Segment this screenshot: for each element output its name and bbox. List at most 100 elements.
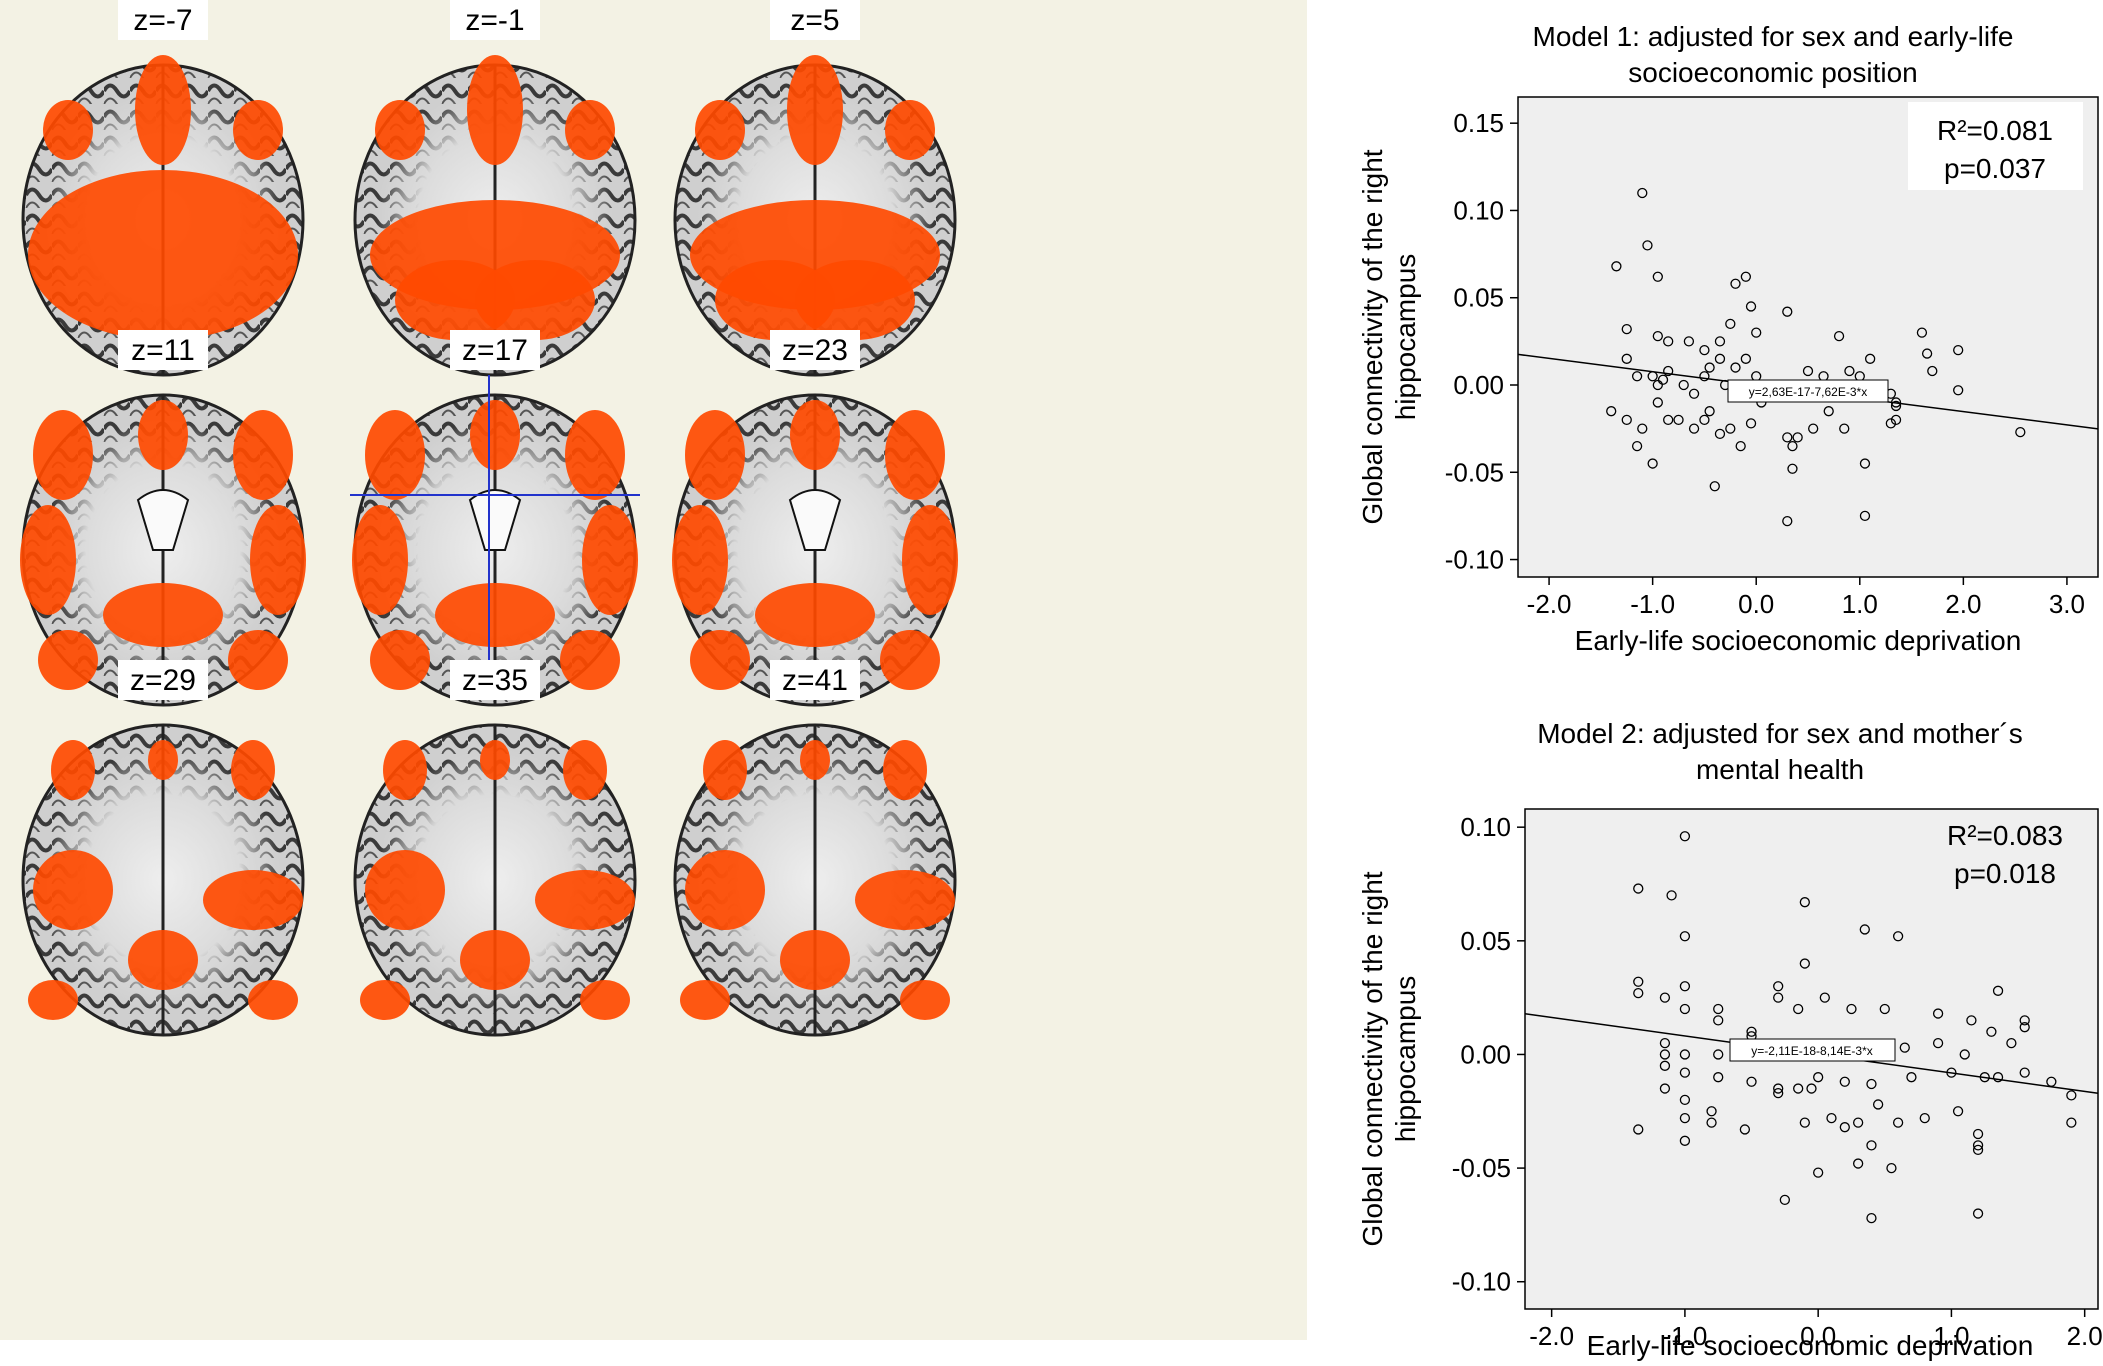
data-point <box>1799 897 1810 908</box>
activation-blob <box>33 410 93 500</box>
slice-label: z=-7 <box>133 4 192 37</box>
chart2-pvalue: p=0.018 <box>1954 858 2056 889</box>
y-tick-label: 0.00 <box>1453 370 1504 400</box>
activation-blob <box>795 260 915 340</box>
data-point <box>1739 1124 1751 1135</box>
data-point <box>1773 1087 1784 1099</box>
data-point <box>1706 1106 1717 1117</box>
activation-blob <box>885 100 935 160</box>
ventricle <box>788 489 842 551</box>
data-point <box>1713 1003 1724 1015</box>
activation-blob <box>467 55 523 165</box>
data-point <box>1746 1026 1757 1037</box>
data-point <box>1621 323 1632 335</box>
data-point <box>1793 1083 1804 1094</box>
data-point <box>1740 353 1752 364</box>
data-point <box>1725 318 1736 330</box>
chart2-title-line-1: Model 2: adjusted for sex and mother´s <box>1537 718 2023 749</box>
y-tick-label: -0.05 <box>1452 1153 1511 1183</box>
data-point <box>2066 1090 2077 1101</box>
data-point <box>1704 406 1715 417</box>
chart2-xlabel: Early-life socioeconomic deprivation <box>1587 1330 2034 1361</box>
slice-label: z=41 <box>782 664 848 697</box>
activation-blob <box>900 980 950 1020</box>
data-point <box>1631 440 1643 452</box>
data-point <box>1773 992 1784 1003</box>
chart1-title-line-2: socioeconomic position <box>1628 57 1918 88</box>
data-point <box>1679 981 1691 992</box>
data-point <box>1706 1117 1717 1128</box>
data-point <box>1688 423 1700 434</box>
data-point <box>1659 1049 1671 1060</box>
chart2-r2: R²=0.083 <box>1947 820 2063 851</box>
data-point <box>1852 1158 1864 1169</box>
activation-blob <box>248 980 298 1020</box>
x-tick-label: 3.0 <box>2049 589 2085 619</box>
data-point <box>1637 187 1648 199</box>
data-point <box>1927 365 1938 377</box>
x-tick-label: -1.0 <box>1630 589 1675 619</box>
activation-blob <box>902 505 958 615</box>
data-point <box>1709 481 1720 492</box>
data-point <box>1713 1049 1724 1060</box>
activation-blob <box>375 100 425 160</box>
activation-blob <box>435 583 555 647</box>
chart2-fit-label: y=-2,11E-18-8,14E-3*x <box>1751 1044 1873 1058</box>
data-point <box>1972 1128 1984 1140</box>
data-point <box>1633 883 1644 894</box>
data-point <box>1846 1003 1857 1015</box>
activation-blob <box>383 740 427 800</box>
data-point <box>1866 1078 1877 1090</box>
data-point <box>1714 336 1726 347</box>
data-point <box>1799 1117 1810 1128</box>
activation-blob <box>470 400 520 470</box>
activation-blob <box>535 870 635 930</box>
slice-label: z=5 <box>790 4 839 37</box>
slice-label: z=11 <box>131 334 195 367</box>
data-point <box>1972 1144 1984 1156</box>
activation-blob <box>672 505 728 615</box>
data-point <box>1972 1208 1984 1219</box>
activation-blob <box>370 630 430 690</box>
data-point <box>1679 1135 1691 1146</box>
data-point <box>1892 931 1904 942</box>
activation-blob <box>790 400 840 470</box>
activation-blob <box>582 505 638 615</box>
slice-label-bg <box>450 660 540 700</box>
activation-blob <box>695 100 745 160</box>
data-point <box>1813 1167 1824 1178</box>
activation-blob <box>580 980 630 1020</box>
data-point <box>1652 379 1663 391</box>
data-point <box>1663 414 1674 426</box>
data-point <box>2019 1015 2030 1026</box>
data-point <box>1916 327 1928 338</box>
data-point <box>1652 271 1663 282</box>
activation-blob <box>233 100 283 160</box>
data-point <box>1959 1049 1970 1060</box>
data-point <box>1647 458 1658 469</box>
data-point <box>1839 423 1850 434</box>
data-point <box>1652 330 1663 342</box>
x-tick-label: 1.0 <box>1933 1321 1969 1351</box>
activation-blob <box>51 740 95 800</box>
activation-blob <box>855 870 955 930</box>
data-point <box>1793 1003 1804 1015</box>
chart1-points <box>1606 187 2026 527</box>
data-point <box>1745 418 1757 429</box>
activation-blob <box>885 410 945 500</box>
activation-blob <box>103 583 223 647</box>
activation-blob <box>138 400 188 470</box>
data-point <box>1885 418 1897 429</box>
y-tick-label: -0.10 <box>1445 545 1504 575</box>
activation-blob <box>365 410 425 500</box>
chart2-xticks: -2.0 -1.0 0.0 1.0 2.0 <box>1529 1309 2103 1351</box>
data-point <box>1699 414 1710 426</box>
activation-blob <box>690 630 750 690</box>
data-point <box>1746 1076 1757 1087</box>
x-tick-label: 0.0 <box>1738 589 1774 619</box>
chart1-ylabel-line-2: hippocampus <box>1390 254 1421 421</box>
chart1-title-line-1: Model 1: adjusted for sex and early-life <box>1533 21 2014 52</box>
data-point <box>1953 344 1964 356</box>
x-tick-label: 1.0 <box>1842 589 1878 619</box>
chart2-fit-label-box: y=-2,11E-18-8,14E-3*x <box>1729 1038 1896 1062</box>
